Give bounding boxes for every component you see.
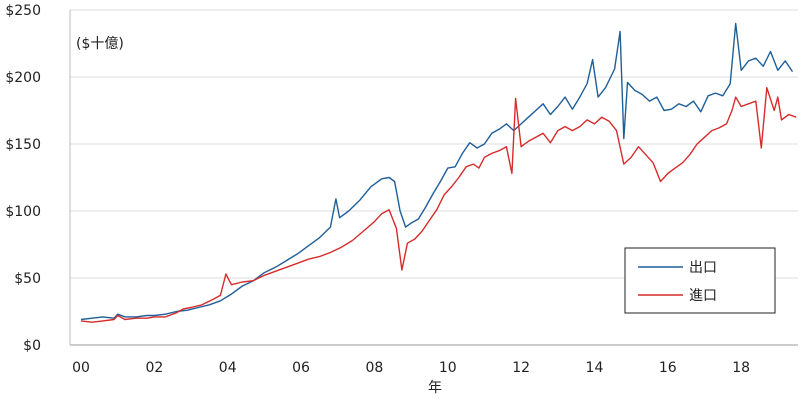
- series-line-imports: [80, 87, 797, 323]
- y-tick-label: $250: [5, 3, 41, 19]
- x-tick-label: 04: [219, 360, 237, 376]
- legend-label-exports: 出口: [689, 260, 717, 276]
- x-tick-label: 02: [145, 360, 163, 376]
- x-tick-label: 18: [732, 360, 750, 376]
- gridlines: [69, 9, 798, 346]
- x-tick-label: 14: [586, 360, 604, 376]
- x-tick-label: 16: [659, 360, 677, 376]
- y-tick-label: $200: [5, 70, 41, 86]
- y-tick-label: $0: [23, 338, 41, 354]
- y-axis-ticks: $0 $50 $100 $150 $200 $250: [5, 3, 41, 354]
- x-tick-label: 00: [72, 360, 90, 376]
- x-tick-label: 06: [292, 360, 310, 376]
- series-line-exports: [80, 22, 794, 321]
- legend-box: [624, 247, 776, 314]
- y-tick-label: $150: [5, 137, 41, 153]
- legend: 出口 進口: [624, 247, 776, 314]
- x-tick-label: 08: [365, 360, 383, 376]
- y-tick-label: $100: [5, 204, 41, 220]
- x-axis-ticks: 00 02 04 06 08 10 12 14 16 18: [72, 360, 750, 376]
- x-axis-title: 年: [428, 380, 442, 396]
- x-tick-label: 10: [439, 360, 457, 376]
- x-tick-label: 12: [512, 360, 530, 376]
- y-tick-label: $50: [14, 271, 41, 287]
- unit-label: ($十億): [76, 36, 124, 52]
- legend-label-imports: 進口: [689, 288, 717, 304]
- series-layer: [80, 22, 797, 323]
